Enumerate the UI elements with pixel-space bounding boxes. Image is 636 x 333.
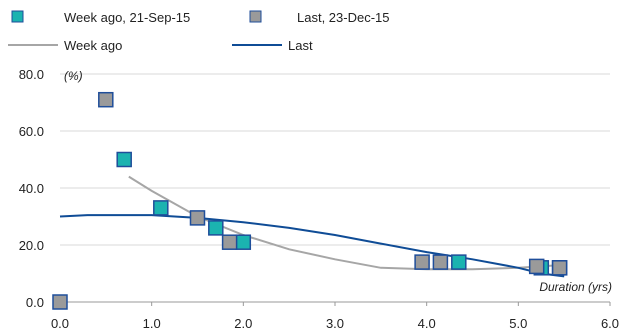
point-week-ago: [116, 151, 132, 168]
point-last: [52, 294, 68, 310]
point-week-ago: [208, 220, 224, 236]
y-tick-label: 80.0: [19, 67, 44, 82]
legend-swatch-week-ago-points: [11, 10, 24, 23]
y-tick-label: 40.0: [19, 181, 44, 196]
legend-label-last-points: Last, 23-Dec-15: [297, 10, 390, 25]
series-line-week-ago: [128, 175, 565, 271]
x-tick-label: 1.0: [143, 316, 161, 331]
point-last: [414, 254, 430, 270]
y-tick-label: 60.0: [19, 124, 44, 139]
x-tick-label: 5.0: [509, 316, 527, 331]
point-last: [221, 234, 238, 250]
point-week-ago: [451, 254, 467, 270]
point-week-ago: [235, 234, 252, 250]
legend-swatch-last-points: [249, 10, 262, 23]
series-lines: [59, 175, 565, 278]
y-tick-label: 20.0: [19, 238, 44, 253]
legend-label-week-ago-points: Week ago, 21-Sep-15: [64, 10, 190, 25]
point-last: [551, 260, 568, 276]
axes: [59, 301, 611, 306]
point-last: [98, 91, 114, 108]
point-last: [432, 254, 449, 270]
x-tick-label: 4.0: [418, 316, 436, 331]
point-last: [189, 210, 206, 226]
legend-label-last-line: Last: [288, 38, 313, 53]
series-points: [52, 91, 568, 310]
y-tick-label: 0.0: [26, 295, 44, 310]
x-tick-label: 0.0: [51, 316, 69, 331]
x-tick-label: 6.0: [601, 316, 619, 331]
x-axis-title: Duration (yrs): [539, 280, 612, 294]
legend: Week ago, 21-Sep-15 Last, 23-Dec-15 Week…: [8, 10, 390, 53]
x-tick-label: 2.0: [234, 316, 252, 331]
point-last: [528, 258, 545, 275]
point-week-ago: [153, 200, 169, 216]
y-unit-label: (%): [64, 69, 83, 83]
y-tick-labels: 0.0 20.0 40.0 60.0 80.0: [19, 67, 44, 310]
x-tick-label: 3.0: [326, 316, 344, 331]
gridlines: [60, 73, 610, 246]
legend-label-week-ago-line: Week ago: [64, 38, 122, 53]
series-line-last: [59, 214, 565, 278]
x-tick-labels: 0.0 1.0 2.0 3.0 4.0 5.0 6.0: [51, 316, 619, 331]
